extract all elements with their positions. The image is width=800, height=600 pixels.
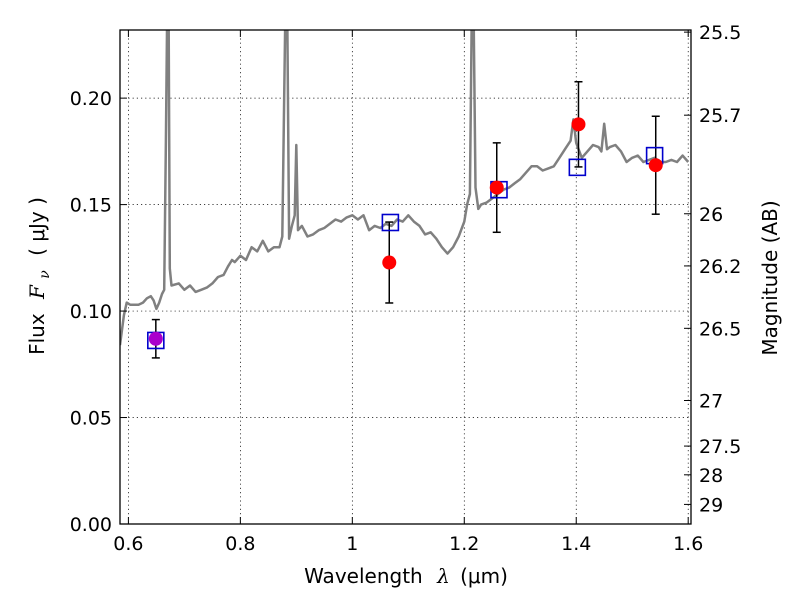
model-spectrum xyxy=(120,30,690,346)
x-tick-label: 1 xyxy=(346,533,358,555)
axis-ticks: 0.6 0.8 1 1.2 1.4 1.6 0.00 0.05 0.10 0.15 0.20 25.5… xyxy=(70,22,742,555)
y-tick-label: 0.15 xyxy=(70,195,112,217)
x-tick-label: 1.2 xyxy=(449,533,479,555)
y-tick-label: 0.05 xyxy=(70,408,112,430)
y-tick-label: 0.20 xyxy=(70,88,112,110)
right-axis-tick-label: 26 xyxy=(699,204,723,226)
x-tick-label: 1.4 xyxy=(561,533,591,555)
x-tick-label: 1.6 xyxy=(673,533,703,555)
gridlines xyxy=(120,30,691,525)
right-axis-tick-label: 25.5 xyxy=(699,22,741,44)
observed-point xyxy=(489,180,504,195)
x-axis-label: Wavelength λ (μm) xyxy=(304,564,508,588)
right-axis-tick-label: 26.5 xyxy=(699,318,741,340)
plot-frame xyxy=(119,29,692,525)
y-tick-label: 0.10 xyxy=(70,301,112,323)
right-axis-tick-label: 29 xyxy=(699,494,723,516)
observed-point-purple xyxy=(148,331,163,346)
right-axis-tick-label: 25.7 xyxy=(699,105,741,127)
observed-point xyxy=(648,158,663,173)
right-axis-tick-label: 27.5 xyxy=(699,436,741,458)
x-tick-label: 0.6 xyxy=(113,533,143,555)
data-points xyxy=(147,117,664,350)
x-tick-label: 0.8 xyxy=(225,533,255,555)
right-axis-tick-label: 28 xyxy=(699,465,723,487)
model-photometry-square xyxy=(568,158,587,177)
y-tick-label: 0.00 xyxy=(70,514,112,536)
model-photometry-square xyxy=(381,213,400,232)
right-axis-tick-label: 27 xyxy=(699,391,723,413)
observed-point xyxy=(571,117,586,132)
observed-point xyxy=(382,255,397,270)
right-axis-tick-label: 26.2 xyxy=(699,256,741,278)
right-axis-label: Magnitude (AB) xyxy=(758,200,782,355)
model-spectrum-line xyxy=(120,30,690,346)
y-axis-label: Flux F ν ( μJy ) xyxy=(25,197,54,355)
